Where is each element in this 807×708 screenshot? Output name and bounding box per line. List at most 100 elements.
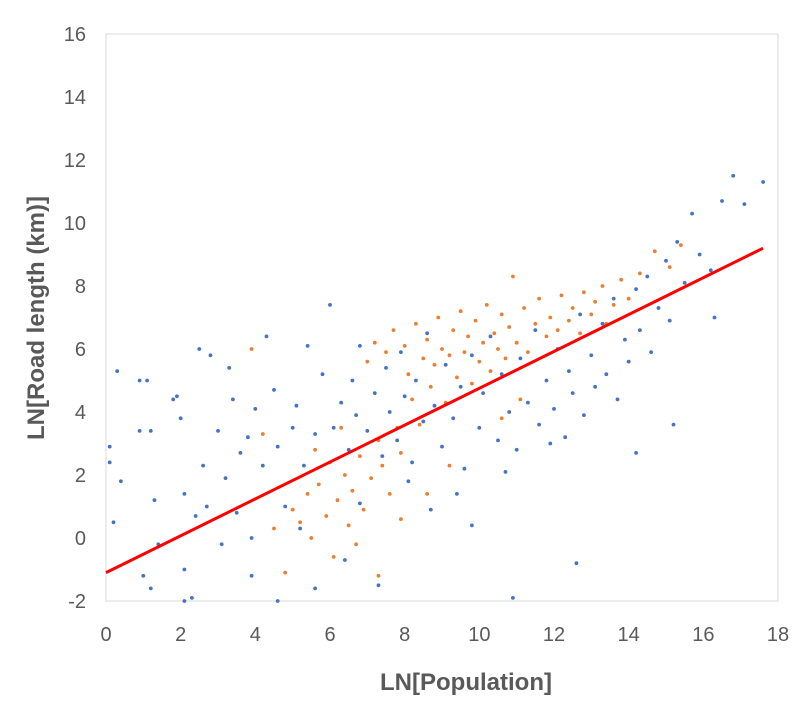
data-point [331, 425, 336, 430]
y-tick-label: 4 [75, 402, 86, 424]
data-point [290, 507, 295, 512]
data-point [574, 561, 579, 566]
data-point [421, 419, 426, 424]
data-point [249, 347, 254, 351]
data-point [499, 416, 504, 421]
data-point [626, 359, 631, 364]
data-point [399, 517, 403, 521]
data-point [376, 583, 381, 588]
data-point [555, 328, 560, 332]
data-point [761, 180, 765, 184]
data-point [488, 334, 493, 339]
data-point [682, 281, 687, 285]
data-point [219, 542, 224, 547]
data-point [354, 413, 358, 417]
data-point [343, 558, 347, 562]
data-point [365, 359, 370, 364]
data-point [264, 334, 269, 339]
data-point [406, 479, 411, 484]
data-point [283, 570, 288, 575]
data-point [272, 388, 276, 392]
data-point [275, 599, 280, 603]
y-tick-label: 10 [64, 213, 86, 235]
data-point [507, 325, 512, 329]
data-point [294, 403, 299, 408]
data-point [428, 507, 433, 512]
data-point [522, 306, 526, 310]
data-point [552, 407, 556, 411]
data-point [320, 372, 325, 377]
x-tick-label: 16 [692, 624, 714, 646]
data-point [537, 296, 541, 301]
data-point [462, 466, 467, 471]
data-point [626, 296, 631, 301]
y-tick-label: 16 [64, 24, 86, 46]
data-point [290, 425, 295, 430]
data-point [570, 306, 575, 310]
y-tick-label: 2 [75, 465, 86, 487]
data-point [503, 356, 508, 361]
data-point [436, 315, 441, 320]
data-point [417, 422, 422, 427]
x-tick-label: 4 [250, 624, 261, 646]
y-axis-ticks: -2 0 2 4 6 8 10 12 14 16 [64, 24, 86, 613]
data-point [518, 356, 523, 361]
plot-area [105, 33, 779, 603]
data-point [567, 318, 571, 323]
data-point [600, 321, 605, 326]
data-point [462, 350, 467, 354]
data-point [335, 498, 340, 503]
x-axis-title: LN[Population] [380, 669, 552, 696]
data-point [343, 473, 347, 477]
data-point [537, 422, 541, 427]
data-point [145, 378, 150, 383]
data-point [249, 536, 254, 540]
data-point [712, 315, 717, 320]
data-point [410, 397, 414, 402]
data-point [309, 536, 314, 540]
data-point [507, 410, 512, 414]
data-point [544, 334, 549, 339]
x-tick-label: 14 [618, 624, 640, 646]
data-point [492, 331, 497, 336]
data-point [283, 504, 288, 509]
data-point [107, 460, 112, 465]
data-point [544, 378, 549, 383]
data-point [391, 328, 396, 332]
data-point [328, 303, 332, 307]
data-point [302, 463, 306, 468]
data-point [115, 369, 120, 373]
data-point [402, 344, 407, 348]
data-point [402, 394, 407, 399]
data-point [589, 312, 594, 317]
data-point [275, 444, 280, 449]
y-tick-label: 14 [64, 87, 86, 109]
data-point [455, 375, 459, 380]
data-point [499, 312, 504, 317]
data-point [604, 372, 609, 377]
data-point [227, 366, 232, 370]
data-point [111, 520, 116, 525]
data-point [358, 501, 362, 506]
data-point [350, 378, 355, 383]
data-point [298, 526, 302, 531]
data-point [305, 492, 310, 496]
data-point [451, 328, 456, 332]
data-point [440, 444, 444, 449]
data-point [656, 306, 661, 310]
data-point [582, 413, 586, 417]
y-axis-title: LN[Road length (km)] [23, 196, 50, 440]
data-point [645, 274, 650, 279]
data-point [234, 510, 239, 515]
data-point [664, 258, 668, 263]
data-point [305, 344, 310, 348]
data-point [313, 447, 317, 452]
data-point [470, 353, 474, 358]
data-point [395, 438, 400, 443]
data-point [384, 366, 388, 370]
data-point [376, 573, 381, 578]
data-point [451, 416, 456, 421]
data-point [406, 372, 411, 377]
data-point [488, 369, 493, 373]
